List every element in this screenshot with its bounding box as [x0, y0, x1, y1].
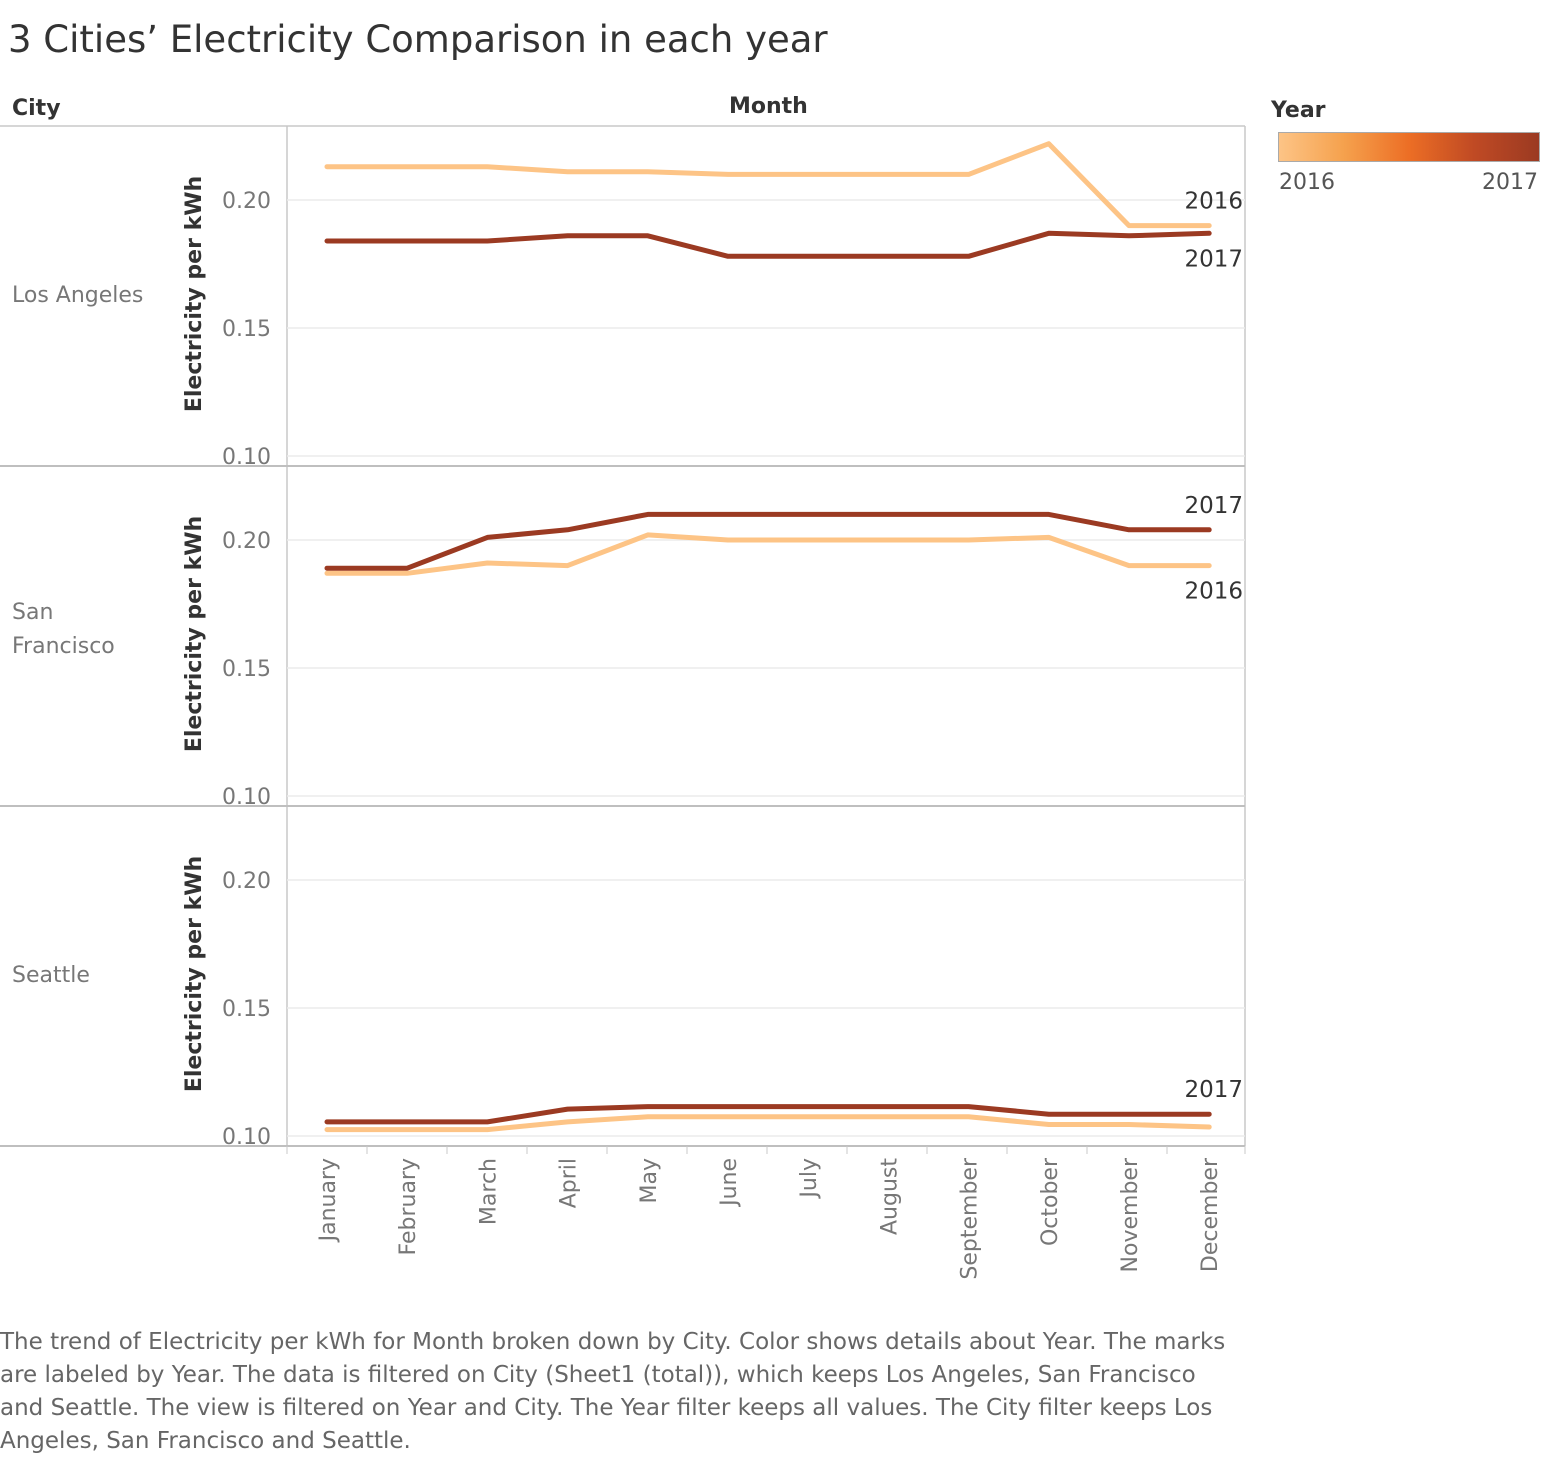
- electricity-line-chart: 0.10 0.15 0.20 Los Angeles Electricity per k…: [0, 125, 1246, 1280]
- x-tick-label: April: [557, 1158, 582, 1208]
- y-axis-title: Electricity per kWh: [182, 856, 207, 1092]
- y-tick-label: 0.20: [222, 189, 271, 214]
- city-row-label: Francisco: [12, 634, 115, 659]
- city-row-label: San: [12, 600, 53, 625]
- series-line-2016: [324, 1114, 1212, 1133]
- series-end-label: 2017: [1184, 493, 1243, 519]
- y-tick-label: 0.15: [222, 997, 271, 1022]
- series-line-2017: [324, 511, 1212, 571]
- series-line-2016: [324, 532, 1212, 576]
- chart-caption: The trend of Electricity per kWh for Mon…: [0, 1329, 1226, 1454]
- series-line-2016: [324, 141, 1212, 229]
- month-column-header: Month: [729, 94, 808, 119]
- y-tick-label: 0.10: [222, 445, 271, 470]
- legend-title: Year: [1271, 98, 1326, 123]
- series-line-2017: [324, 230, 1212, 259]
- city-row-label: Los Angeles: [12, 283, 143, 308]
- x-tick-label: January: [316, 1158, 341, 1243]
- x-tick-label: May: [637, 1158, 662, 1203]
- chart-title: 3 Cities’ Electricity Comparison in each…: [8, 18, 828, 61]
- series-end-label: 2016: [1184, 579, 1243, 605]
- y-tick-label: 0.20: [222, 529, 271, 554]
- y-axis-title: Electricity per kWh: [182, 516, 207, 752]
- series-end-label: 2016: [1184, 189, 1243, 215]
- legend-max-label: 2017: [1482, 170, 1538, 195]
- x-tick-label: October: [1038, 1157, 1063, 1246]
- series-line-2017: [324, 1104, 1212, 1125]
- city-column-header: City: [12, 96, 61, 121]
- series-end-label: 2017: [1184, 1077, 1243, 1103]
- x-tick-label: September: [958, 1157, 983, 1280]
- year-color-ramp: [1278, 132, 1540, 162]
- x-tick-label: March: [476, 1158, 501, 1225]
- y-tick-label: 0.10: [222, 1125, 271, 1150]
- y-tick-label: 0.10: [222, 785, 271, 810]
- x-tick-label: February: [396, 1158, 421, 1256]
- y-tick-label: 0.15: [222, 657, 271, 682]
- y-tick-label: 0.15: [222, 317, 271, 342]
- x-tick-label: December: [1198, 1157, 1223, 1272]
- city-row-label: Seattle: [12, 963, 90, 988]
- x-tick-label: June: [717, 1158, 742, 1208]
- y-axis-title: Electricity per kWh: [182, 176, 207, 412]
- x-tick-label: August: [877, 1158, 902, 1235]
- series-end-label: 2017: [1184, 246, 1243, 272]
- legend-min-label: 2016: [1279, 170, 1335, 195]
- y-tick-label: 0.20: [222, 869, 271, 894]
- x-tick-label: November: [1118, 1157, 1143, 1272]
- x-tick-label: July: [797, 1158, 822, 1200]
